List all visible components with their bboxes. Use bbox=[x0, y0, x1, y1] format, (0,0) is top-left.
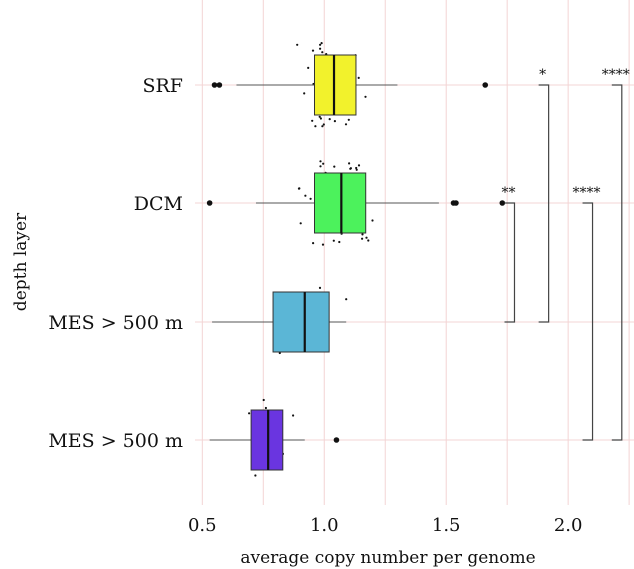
jitter-point bbox=[332, 239, 335, 242]
significance-brackets: * ****** **** bbox=[501, 67, 630, 441]
jitter-point bbox=[262, 398, 265, 402]
jitter-point bbox=[304, 194, 307, 197]
box bbox=[314, 54, 357, 116]
outlier-point bbox=[453, 200, 459, 206]
jitter-point bbox=[296, 43, 299, 46]
jitter-point bbox=[357, 164, 361, 167]
jitter-point bbox=[319, 47, 322, 50]
jitter-point bbox=[307, 66, 310, 69]
jitter-point bbox=[357, 76, 360, 79]
box bbox=[314, 172, 367, 234]
jitter-point bbox=[254, 474, 257, 477]
outlier-point bbox=[206, 200, 213, 206]
significance-bracket bbox=[611, 84, 623, 441]
jitter-point bbox=[314, 125, 317, 128]
jitter-point bbox=[344, 123, 348, 126]
box bbox=[272, 291, 330, 353]
jitter-point bbox=[361, 237, 364, 240]
jitter-point bbox=[365, 236, 368, 239]
jitter-point bbox=[320, 42, 323, 45]
jitter-point bbox=[322, 162, 325, 165]
jitter-point bbox=[309, 197, 312, 200]
y-tick-labels: SRF DCM MES > 500 m MES > 500 m bbox=[48, 75, 183, 452]
jitter-point bbox=[319, 117, 322, 120]
jitter-point bbox=[292, 414, 295, 417]
outlier-point bbox=[216, 82, 223, 88]
jitter-point bbox=[319, 43, 322, 46]
jitter-point bbox=[355, 168, 358, 171]
jitter-point bbox=[303, 92, 306, 95]
jitter-point bbox=[321, 51, 324, 54]
x-tick-label: 1.0 bbox=[310, 515, 339, 536]
significance-bracket bbox=[504, 202, 516, 323]
outlier-point bbox=[333, 437, 340, 443]
jitter-point bbox=[328, 118, 331, 121]
jitter-point bbox=[333, 165, 336, 168]
jitter-point bbox=[338, 240, 341, 244]
outlier-point bbox=[482, 82, 489, 88]
jitter-point bbox=[319, 165, 322, 168]
jitter-point bbox=[318, 286, 322, 289]
significance-bracket bbox=[582, 202, 594, 441]
boxes bbox=[206, 54, 506, 471]
jitter-point bbox=[322, 123, 325, 126]
outlier-point bbox=[211, 82, 218, 88]
jitter-point bbox=[345, 298, 348, 301]
jitter-point bbox=[371, 219, 374, 222]
x-tick-label: 1.5 bbox=[432, 515, 461, 536]
jitter-point bbox=[311, 49, 315, 52]
jitter-point bbox=[333, 120, 336, 123]
jitter-point bbox=[319, 160, 322, 163]
jitter-point bbox=[361, 233, 364, 236]
jitter-point bbox=[311, 119, 314, 122]
jitter-point bbox=[318, 115, 321, 118]
y-tick-label: MES > 500 m bbox=[48, 312, 183, 334]
jitter-point bbox=[248, 412, 251, 415]
jitter-point bbox=[321, 243, 325, 246]
significance-label: **** bbox=[602, 67, 630, 83]
jitter-point bbox=[264, 406, 267, 410]
significance-label: **** bbox=[573, 185, 601, 201]
outlier-point bbox=[499, 200, 506, 206]
jitter-point bbox=[321, 125, 324, 128]
significance-label: ** bbox=[501, 185, 515, 201]
jitter-point bbox=[312, 242, 315, 245]
jitter-point bbox=[355, 166, 358, 170]
y-axis-label: depth layer bbox=[11, 212, 31, 311]
x-tick-label: 0.5 bbox=[188, 515, 217, 536]
significance-bracket bbox=[538, 84, 550, 323]
jitter-point bbox=[349, 167, 352, 170]
jitter-point bbox=[347, 118, 350, 121]
jitter-point bbox=[348, 162, 351, 165]
jitter-point bbox=[364, 95, 367, 98]
jitter-point bbox=[299, 222, 302, 225]
y-tick-label: SRF bbox=[142, 75, 183, 97]
x-tick-labels: 0.5 1.0 1.5 2.0 bbox=[188, 515, 582, 536]
significance-label: * bbox=[539, 67, 546, 83]
box bbox=[250, 409, 284, 471]
jitter-point bbox=[297, 187, 301, 190]
jitter-point bbox=[367, 239, 370, 242]
x-tick-label: 2.0 bbox=[554, 515, 583, 536]
y-tick-label: DCM bbox=[134, 193, 183, 215]
y-tick-label: MES > 500 m bbox=[48, 430, 183, 452]
x-axis-label: average copy number per genome bbox=[240, 548, 535, 568]
